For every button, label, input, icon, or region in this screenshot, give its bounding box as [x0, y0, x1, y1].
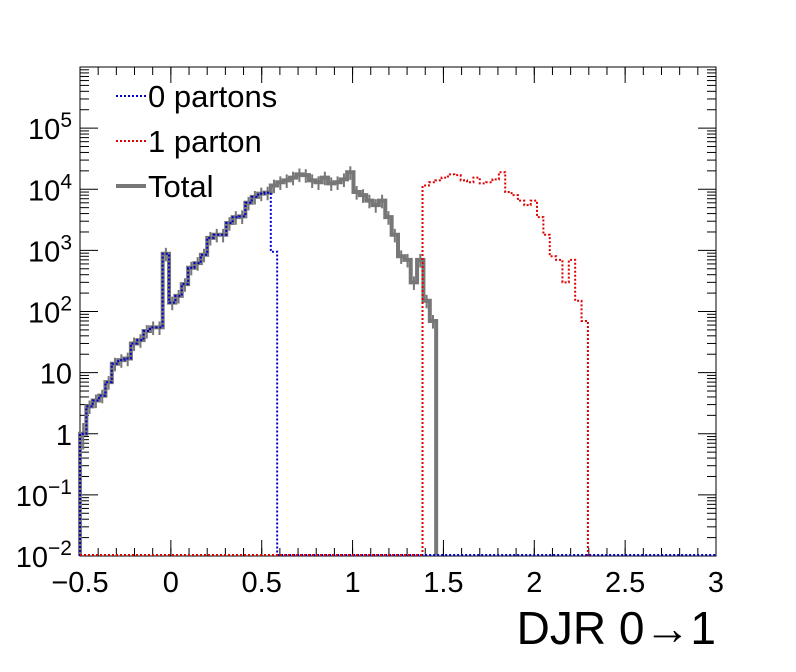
y-tick-exponent: −1 [48, 476, 72, 499]
y-tick-label: 1 [56, 420, 72, 452]
x-tick-label: 2 [526, 567, 542, 599]
y-tick-base: 10 [40, 359, 72, 391]
y-tick-exponent: 5 [60, 109, 72, 132]
y-tick-label: 10−2 [16, 537, 72, 574]
y-tick-base: 10 [28, 175, 60, 207]
legend-item-0-partons: 0 partons [116, 79, 277, 114]
y-tick-exponent: 4 [60, 170, 72, 193]
legend-label: 0 partons [148, 79, 277, 114]
y-tick-exponent: −2 [48, 537, 72, 560]
x-tick-label: 0.5 [242, 567, 282, 599]
x-tick-label: 3 [708, 567, 724, 599]
y-tick-exponent: 2 [60, 293, 72, 316]
y-tick-base: 1 [56, 420, 72, 452]
x-tick-label: 2.5 [605, 567, 645, 599]
legend: 0 partons 1 parton Total [116, 79, 277, 204]
legend-item-1-parton: 1 parton [116, 124, 262, 159]
y-tick-base: 10 [16, 542, 48, 574]
legend-label: Total [148, 169, 213, 204]
y-tick-base: 10 [28, 298, 60, 330]
series-0-partons [79, 191, 279, 556]
y-tick-label: 104 [28, 170, 72, 207]
series-layer [78, 166, 716, 556]
legend-label: 1 parton [148, 124, 262, 159]
x-axis-title: DJR 0→1 [517, 602, 716, 654]
x-tick-label: 0 [163, 567, 179, 599]
x-tick-label: 1 [345, 567, 361, 599]
y-tick-label: 10−1 [16, 476, 72, 513]
y-tick-label: 105 [28, 109, 72, 146]
y-tick-base: 10 [16, 481, 48, 513]
x-tick-label: −0.5 [51, 567, 108, 599]
legend-item-total: Total [116, 169, 213, 204]
y-tick-base: 10 [28, 114, 60, 146]
y-tick-exponent: 3 [60, 231, 72, 254]
y-tick-label: 102 [28, 293, 72, 330]
x-tick-label: 1.5 [423, 567, 463, 599]
y-tick-label: 103 [28, 231, 72, 268]
y-tick-label: 10 [40, 359, 72, 391]
y-tick-base: 10 [28, 236, 60, 268]
